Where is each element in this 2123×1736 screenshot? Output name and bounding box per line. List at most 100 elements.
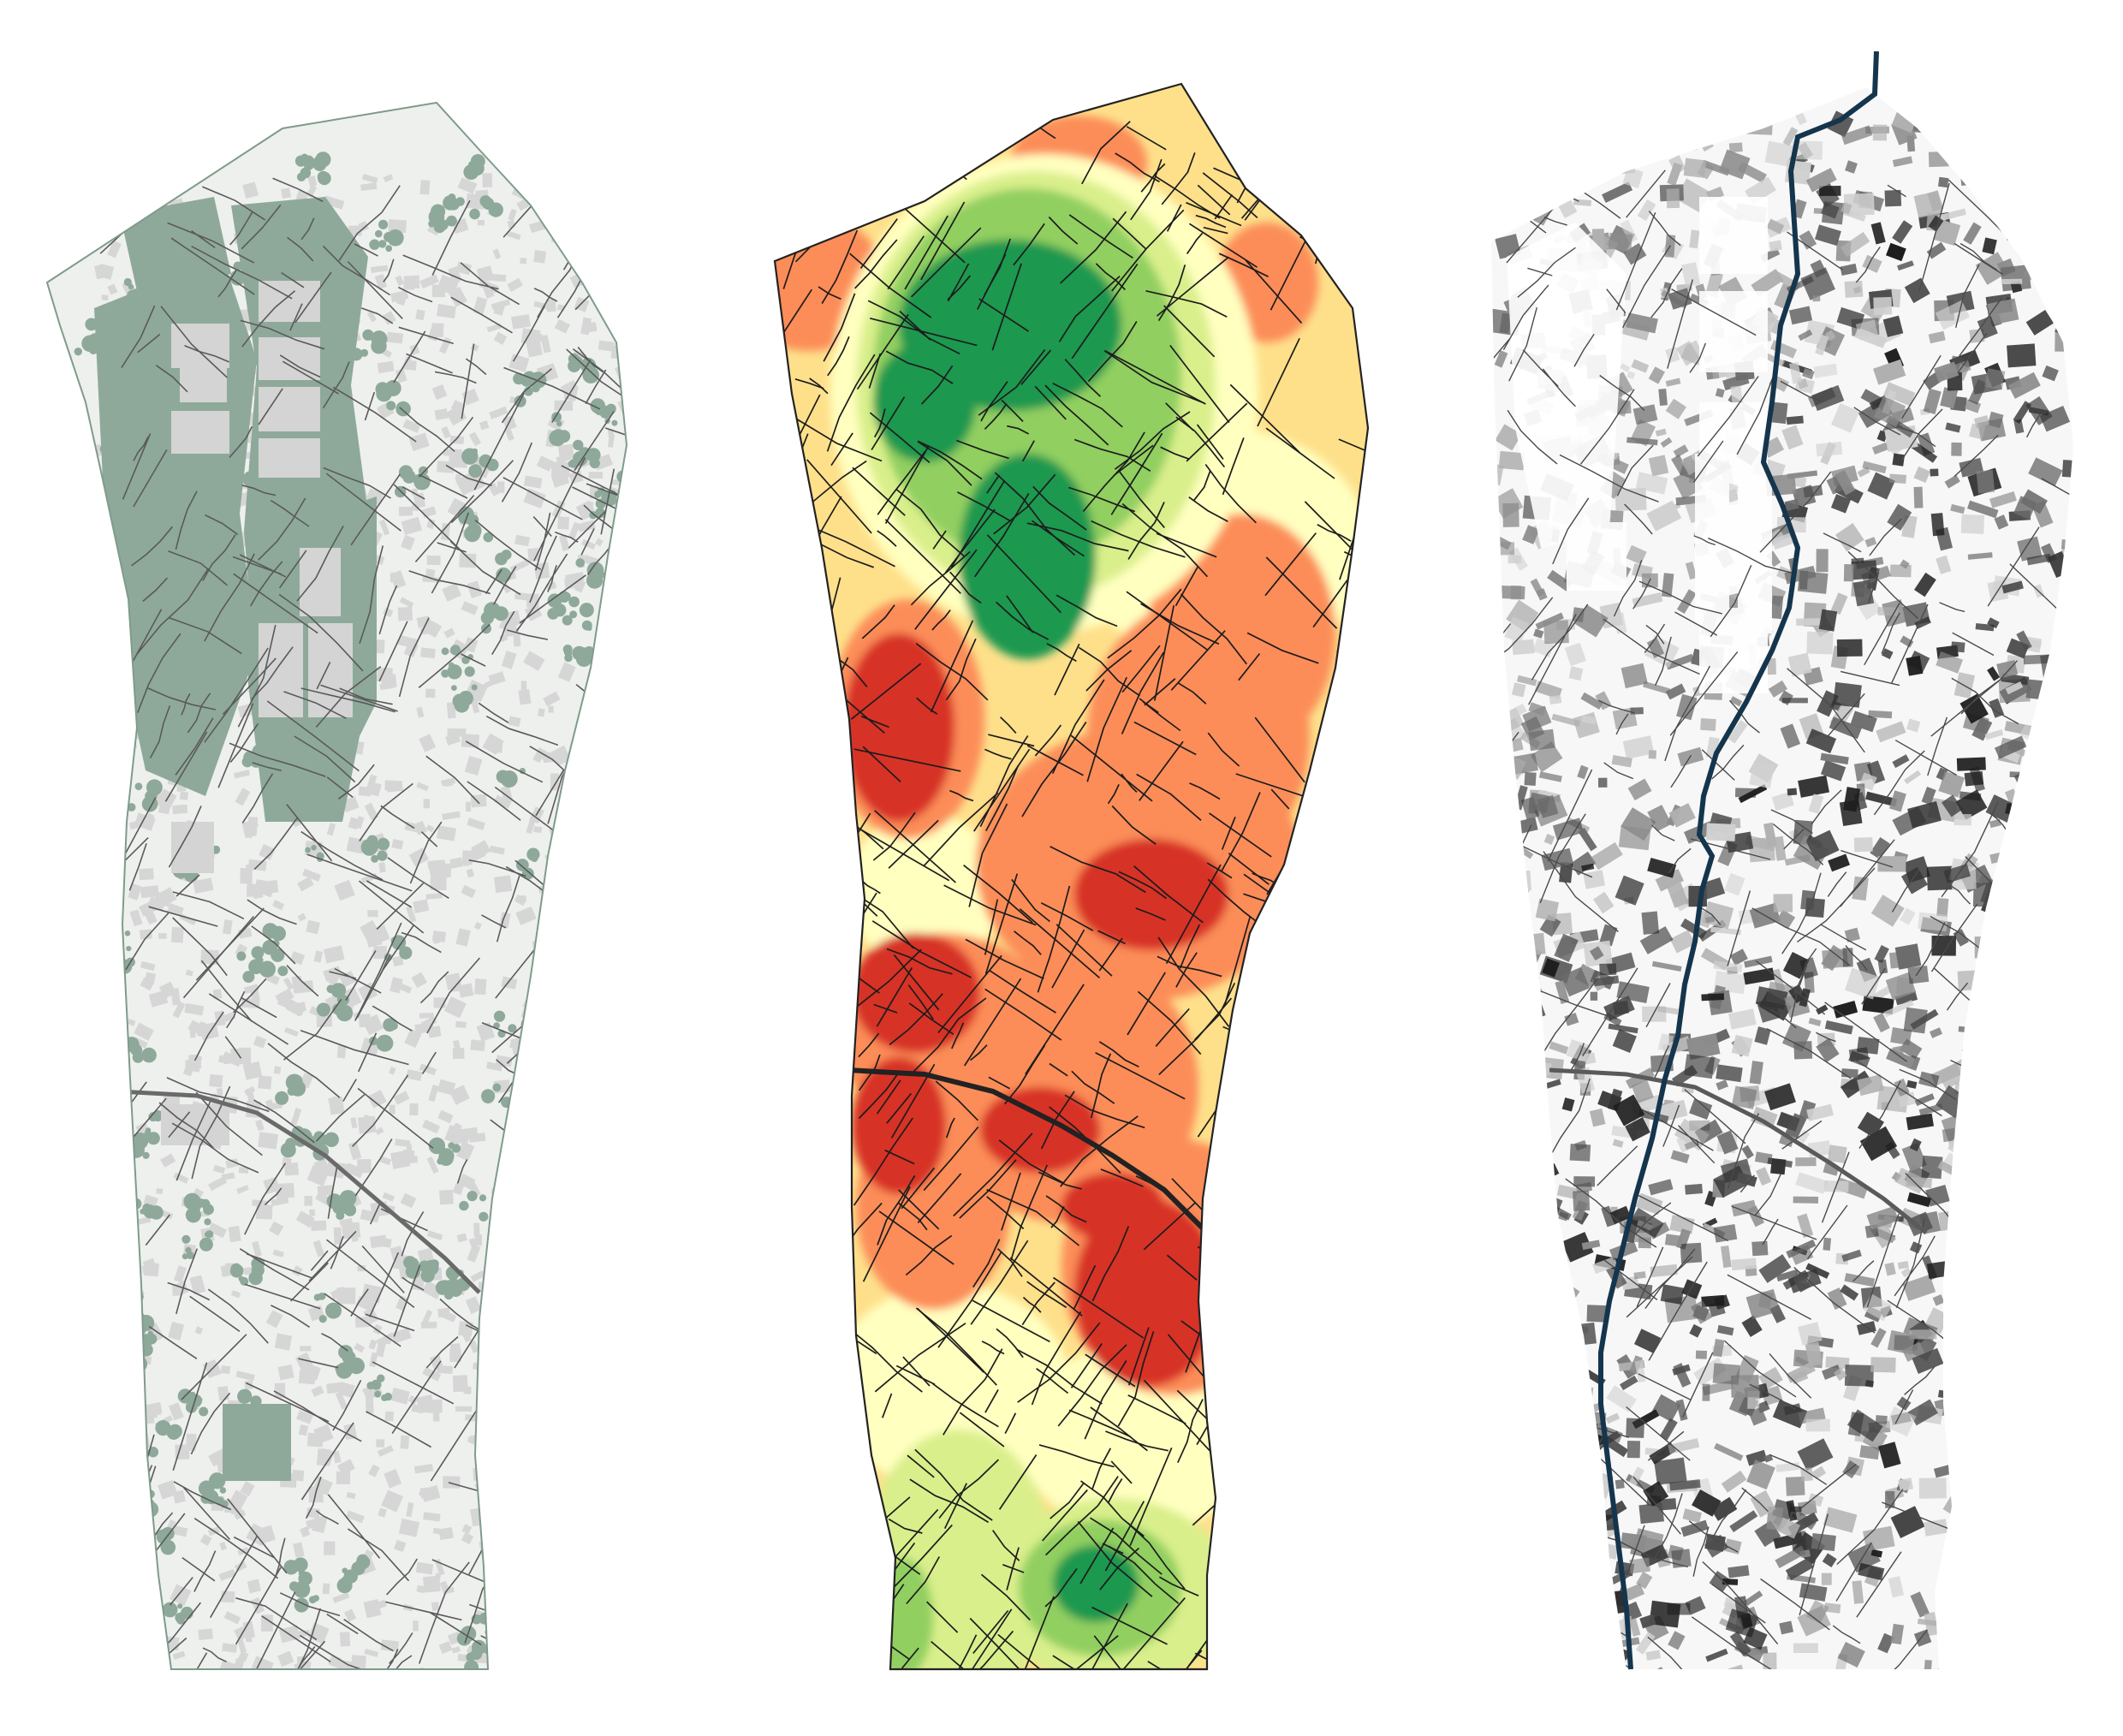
building-footprint (523, 475, 543, 489)
building-shadow (2072, 785, 2073, 812)
tree-canopy (574, 1320, 584, 1330)
building-footprint (194, 1326, 204, 1335)
building-shadow (2033, 1322, 2053, 1344)
tree-canopy (499, 1637, 506, 1644)
building-shadow (1630, 707, 1644, 715)
street-segment (175, 1098, 212, 1181)
building-footprint (357, 1159, 372, 1174)
building-footprint (169, 1584, 192, 1606)
tree-canopy (559, 1370, 576, 1387)
building-shadow (2023, 1264, 2035, 1273)
building-shadow (1811, 1465, 1827, 1480)
building-footprint (293, 1542, 305, 1558)
street-segment (136, 1617, 152, 1639)
tree-canopy (536, 1019, 545, 1029)
building-footprint (614, 1646, 622, 1660)
building-footprint (555, 1394, 568, 1407)
building-footprint (384, 1411, 394, 1422)
building-shadow (1786, 1361, 1816, 1383)
street-segment (996, 1328, 1024, 1358)
building-shadow (1538, 771, 1562, 782)
building-shadow (1987, 411, 2004, 429)
building-footprint (619, 1231, 627, 1244)
tree-canopy (602, 626, 615, 639)
building-shadow (2031, 1176, 2048, 1197)
building-shadow (1546, 1528, 1567, 1548)
street-segment (945, 1117, 955, 1139)
building-footprint (386, 331, 404, 344)
building-shadow (1749, 761, 1775, 789)
building-shadow (1987, 298, 2019, 325)
tree-canopy (534, 1189, 551, 1207)
street-segment (1026, 745, 1084, 776)
street-segment (1265, 556, 1338, 629)
building-footprint (624, 1392, 627, 1410)
tree-canopy (592, 217, 604, 229)
street-segment (1068, 486, 1136, 513)
building-shadow (1533, 1527, 1565, 1554)
tree-canopy (63, 1068, 73, 1078)
building-shadow (1844, 967, 1881, 1000)
street-segment (1086, 676, 1127, 782)
tree-canopy (316, 1002, 330, 1017)
building-shadow (1515, 1002, 1524, 1021)
building-footprint (610, 1531, 627, 1545)
street-segment (366, 880, 413, 908)
building-shadow (1702, 110, 1733, 131)
street-segment (1218, 1657, 1311, 1669)
street-segment (437, 542, 467, 553)
building-footprint (514, 534, 531, 547)
building-footprint (588, 1342, 607, 1358)
street-segment (1014, 930, 1042, 955)
building-shadow (1951, 1411, 1973, 1437)
building-footprint (568, 1561, 586, 1571)
building-shadow (1509, 924, 1534, 943)
building-shadow (1658, 388, 1668, 407)
building-footprint (556, 1610, 568, 1624)
building-shadow (1960, 514, 1985, 534)
building-footprint (110, 663, 122, 673)
street-segment (298, 1358, 339, 1369)
tree-canopy (568, 459, 578, 468)
building-footprint (612, 1376, 627, 1390)
building-footprint (222, 919, 233, 935)
building-shadow (1824, 1020, 1853, 1035)
building-shadow (1958, 1537, 1973, 1551)
building-footprint (316, 1014, 333, 1027)
building-shadow (1581, 863, 1595, 871)
street-segment (1145, 289, 1228, 318)
building-footprint (565, 1441, 581, 1458)
building-footprint (625, 360, 627, 378)
building-footprint (332, 1450, 342, 1464)
tree-canopy (580, 1363, 588, 1370)
street-segment (461, 343, 475, 419)
street-segment (775, 873, 806, 900)
building-footprint (580, 1442, 589, 1458)
street-segment (827, 336, 850, 377)
building-footprint (336, 1471, 351, 1485)
building-shadow (1539, 1570, 1559, 1588)
tree-canopy (492, 1083, 502, 1092)
street-segment (364, 391, 376, 421)
building-shadow (1773, 835, 1787, 861)
building-footprint (374, 924, 390, 943)
building-shadow (2054, 1489, 2073, 1520)
street-segment (1284, 1400, 1308, 1426)
tree-canopy (82, 1500, 92, 1509)
street-segment (491, 610, 515, 656)
tree-canopy (324, 1132, 339, 1148)
building-shadow (1496, 1180, 1519, 1207)
building-shadow (1972, 1225, 2003, 1246)
street-segment (172, 917, 228, 977)
street-segment (253, 817, 299, 870)
building-footprint (378, 519, 390, 536)
building-footprint (247, 883, 254, 897)
street-segment (121, 305, 156, 369)
tree-canopy (497, 1649, 505, 1657)
tree-canopy (542, 1198, 559, 1216)
building-footprint (455, 1406, 473, 1412)
street-segment (266, 700, 360, 772)
street-segment (1243, 1273, 1325, 1331)
tree-canopy (104, 1418, 112, 1425)
tree-canopy (318, 1315, 327, 1323)
